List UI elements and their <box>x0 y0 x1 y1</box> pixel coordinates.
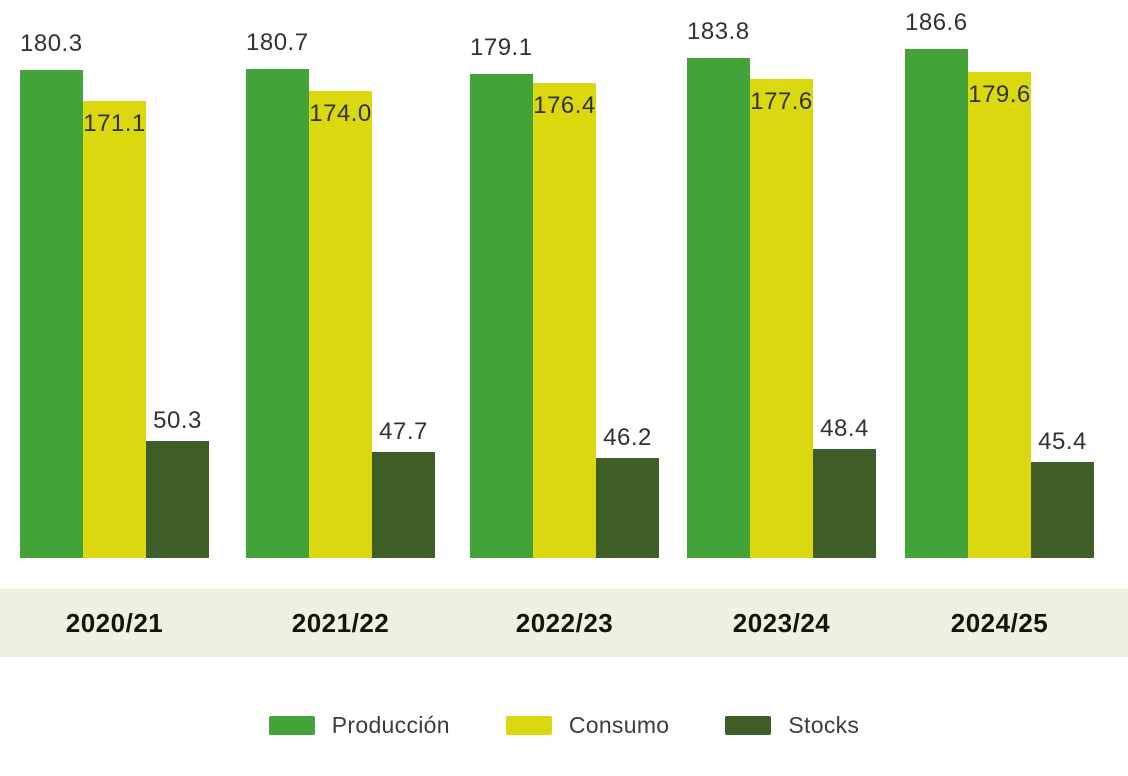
stocks-bar <box>813 449 876 558</box>
stocks-value-label: 46.2 <box>603 424 652 451</box>
plot-area: 180.3 171.1 50.3 180.7 174.0 47.7 179.1 176.4 46… <box>20 9 1094 558</box>
produccion-bar <box>470 74 533 558</box>
legend-swatch-stocks <box>725 716 772 735</box>
consumo-bar <box>309 91 372 558</box>
legend: Producción Consumo Stocks <box>0 712 1128 739</box>
x-axis-label: 2023/24 <box>732 608 831 638</box>
x-axis-label: 2022/23 <box>515 608 614 638</box>
legend-label-consumo: Consumo <box>568 712 670 738</box>
produccion-value-label: 180.3 <box>20 30 83 57</box>
stocks-value-label: 47.7 <box>379 418 428 445</box>
consumo-value-label: 174.0 <box>309 100 372 127</box>
consumo-bar <box>750 79 813 558</box>
produccion-value-label: 180.7 <box>246 29 309 56</box>
x-axis-band: 2020/21 2021/22 2022/23 2023/24 2024/25 <box>0 589 1128 657</box>
stocks-bar <box>146 441 209 558</box>
consumo-bar <box>968 72 1031 558</box>
stocks-bar <box>1031 462 1094 558</box>
stocks-value-label: 48.4 <box>820 415 869 442</box>
legend-item-stocks: Stocks <box>725 712 859 739</box>
stocks-bar <box>372 452 435 558</box>
x-axis-label: 2024/25 <box>950 608 1049 638</box>
consumo-value-label: 176.4 <box>533 92 596 119</box>
consumo-value-label: 179.6 <box>968 81 1031 108</box>
legend-item-produccion: Producción <box>268 712 450 739</box>
consumo-bar <box>533 83 596 558</box>
produccion-value-label: 183.8 <box>687 18 750 45</box>
produccion-bar <box>246 69 309 558</box>
x-axis-label: 2021/22 <box>291 608 390 638</box>
produccion-value-label: 179.1 <box>470 34 533 61</box>
legend-label-stocks: Stocks <box>788 712 860 738</box>
produccion-bar <box>687 58 750 558</box>
stocks-value-label: 45.4 <box>1038 428 1087 455</box>
produccion-value-label: 186.6 <box>905 9 968 36</box>
consumo-value-label: 171.1 <box>83 110 146 137</box>
x-axis-label: 2020/21 <box>65 608 164 638</box>
produccion-bar <box>20 70 83 558</box>
legend-swatch-produccion <box>268 716 315 735</box>
consumo-bar <box>83 101 146 558</box>
consumo-value-label: 177.6 <box>750 88 813 115</box>
produccion-bar <box>905 49 968 558</box>
stocks-bar <box>596 458 659 558</box>
legend-swatch-consumo <box>505 716 552 735</box>
legend-label-produccion: Producción <box>331 712 450 738</box>
legend-item-consumo: Consumo <box>505 712 670 739</box>
stocks-value-label: 50.3 <box>153 407 202 434</box>
